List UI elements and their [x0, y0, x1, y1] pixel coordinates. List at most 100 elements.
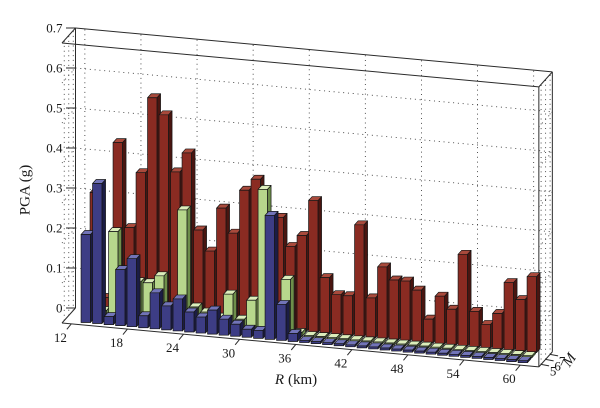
r-tick-label: 12 [54, 330, 67, 345]
gridline-z-back [75, 147, 553, 193]
r-tick-label: 18 [110, 335, 123, 350]
m-tick [541, 363, 550, 367]
z-tick-label: 0.4 [46, 141, 63, 156]
bar-front-face [423, 318, 434, 344]
bar-front-face [342, 295, 353, 337]
bar-front-face [503, 282, 514, 351]
bar-front-face [446, 308, 457, 346]
bar-front-face [492, 313, 503, 350]
gridline-z-right [538, 191, 553, 208]
bar-front-face [241, 328, 252, 338]
bar-front-face [434, 295, 445, 345]
r-tick [403, 354, 409, 361]
r-tick [234, 339, 241, 346]
r-tick [66, 323, 72, 330]
r-tick-label: 54 [447, 366, 461, 381]
bar-front-face [425, 351, 436, 355]
bar-front-face [515, 299, 526, 352]
gridline-z-right [538, 311, 553, 328]
bar-front-face [331, 294, 342, 336]
bar-front-face [92, 183, 103, 324]
bar-front-face [471, 356, 482, 359]
bar-front-face [308, 200, 319, 333]
bar-front-face [207, 309, 218, 335]
bar-front-face [414, 350, 425, 354]
z-axis-title: PGA (g) [17, 164, 34, 216]
bar-front-face [103, 316, 114, 325]
gridline-z-right [538, 111, 553, 128]
gridline-z-back [75, 187, 553, 233]
gridline-z-left [61, 227, 76, 244]
z-tick-label: 0.3 [46, 181, 62, 196]
r-tick-label: 36 [278, 351, 292, 366]
z-tick-label: 0 [56, 301, 63, 316]
bar-front-face [402, 349, 413, 353]
m-tick-label: 6 [554, 358, 561, 373]
bar-front-face [494, 358, 505, 361]
gridline-z-back [75, 227, 553, 273]
bar-front-face [388, 279, 399, 341]
bar-front-face [506, 359, 517, 362]
bar-side-face [536, 272, 541, 354]
bar-front-face [379, 347, 390, 351]
bar-front-face [437, 352, 448, 356]
r-tick [346, 349, 353, 356]
r-tick-label: 24 [166, 340, 180, 355]
box-edge-roof-right [538, 71, 553, 88]
bar-front-face [115, 269, 126, 327]
bar-front-face [469, 311, 480, 348]
bar-front-face [299, 340, 310, 343]
bar-front-face [365, 297, 376, 339]
m-tick-label: 7 [559, 353, 566, 368]
bar-front-face [296, 235, 307, 332]
z-tick-label: 0.2 [46, 221, 62, 236]
x-axis-title: R (km) [275, 372, 317, 389]
bar-front-face [149, 292, 160, 330]
m-tick-label: 5 [550, 363, 557, 378]
gridline-z-right [538, 271, 553, 288]
gridline-z-right [538, 231, 553, 248]
bar-front-face [333, 343, 344, 347]
r-tick [290, 344, 297, 351]
box-edge-roof-left [61, 27, 76, 44]
bar-front-face [448, 353, 459, 357]
bar-front-face [377, 266, 388, 340]
bar-front-face [345, 344, 356, 348]
bar-front-face [172, 298, 183, 332]
bar-front-face [319, 277, 330, 334]
bar-front-face [264, 215, 275, 340]
gridline-z-back [75, 267, 553, 313]
bar-front-face [483, 357, 494, 360]
r-tick-label: 60 [503, 371, 516, 386]
bar-front-face [480, 324, 491, 349]
bar-front-face [195, 316, 206, 334]
m-tick [545, 358, 554, 362]
z-tick-label: 0.6 [46, 61, 63, 76]
gridline-z-left [61, 107, 76, 124]
bar-front-face [460, 355, 471, 358]
x-axis-variable: R [274, 372, 284, 388]
bar-front-face [526, 276, 537, 354]
gridline-z-left [61, 267, 76, 284]
bar-front-face [126, 258, 137, 328]
gridline-z-back [75, 107, 553, 153]
bar-front-face [287, 333, 298, 342]
bar-front-face [411, 289, 422, 343]
bar-front-face [230, 323, 241, 337]
x-axis-line [61, 322, 539, 368]
z-tick-label: 0.5 [46, 101, 62, 116]
x-axis-unit: (km) [288, 372, 318, 388]
box-edge-back-top [75, 27, 553, 73]
r-tick [459, 359, 465, 366]
bar-front-face [400, 280, 411, 342]
bar-side-face [290, 275, 295, 336]
z-tick-label: 0.7 [46, 21, 63, 36]
m-tick [550, 353, 559, 357]
box-edge-roof-front [61, 42, 539, 88]
z-tick-label: 0.1 [46, 261, 62, 276]
bar-front-face [391, 348, 402, 352]
box-edge-floor-left [61, 307, 76, 324]
bar-side-face [101, 179, 106, 324]
r-tick [178, 333, 184, 340]
